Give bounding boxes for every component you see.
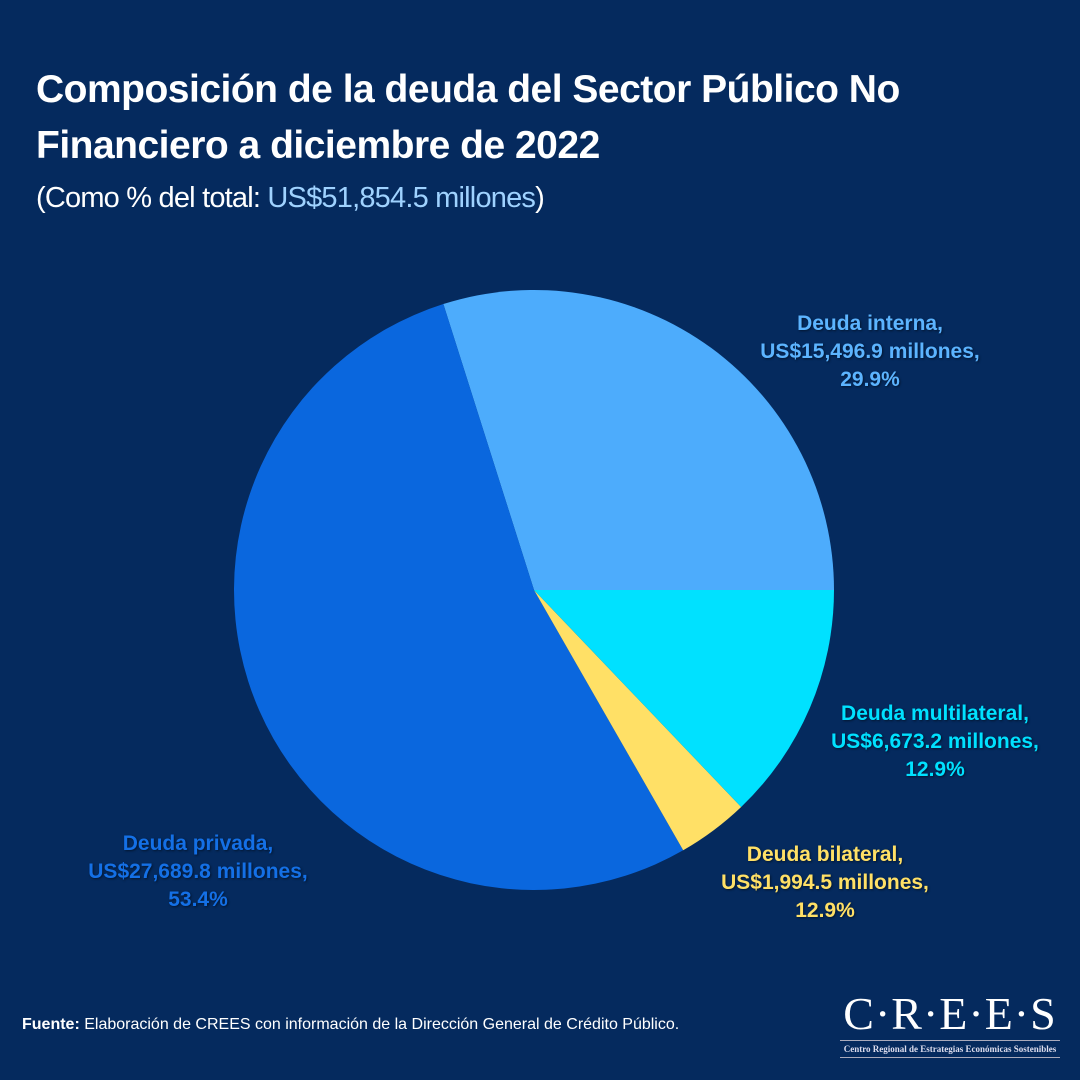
- label-deuda-multilateral: Deuda multilateral, US$6,673.2 millones, 1…: [831, 702, 1039, 781]
- subtitle-total: US$51,854.5 millones: [267, 182, 536, 214]
- label-deuda-privada: Deuda privada, US$27,689.8 millones, 53.4%: [88, 832, 308, 911]
- subtitle-suffix: ): [535, 182, 545, 214]
- source-text: Elaboración de CREES con información de …: [79, 1016, 680, 1033]
- logo-wordmark: C·R·E·E·S: [843, 988, 1057, 1039]
- pie-slice-deuda-interna: [443, 290, 834, 590]
- source-label: Fuente:: [22, 1016, 80, 1033]
- chart-subtitle: (Como % del total: US$51,854.5 millones): [36, 182, 545, 215]
- label-deuda-interna: Deuda interna, US$15,496.9 millones, 29.9%: [760, 312, 980, 391]
- logo-tagline: Centro Regional de Estrategias Económica…: [840, 1040, 1060, 1058]
- chart-title: Composición de la deuda del Sector Públi…: [36, 68, 900, 167]
- source-note: Fuente: Elaboración de CREES con informa…: [22, 1016, 679, 1034]
- subtitle-prefix: (Como % del total:: [36, 182, 268, 214]
- pie-slice-deuda-privada: [234, 304, 684, 891]
- pie-slice-deuda-bilateral: [534, 590, 742, 851]
- pie-slice-deuda-multilateral: [534, 590, 834, 807]
- label-deuda-bilateral: Deuda bilateral, US$1,994.5 millones, 12.9…: [721, 843, 929, 922]
- crees-logo: C·R·E·E·S Centro Regional de Estrategias…: [840, 990, 1060, 1058]
